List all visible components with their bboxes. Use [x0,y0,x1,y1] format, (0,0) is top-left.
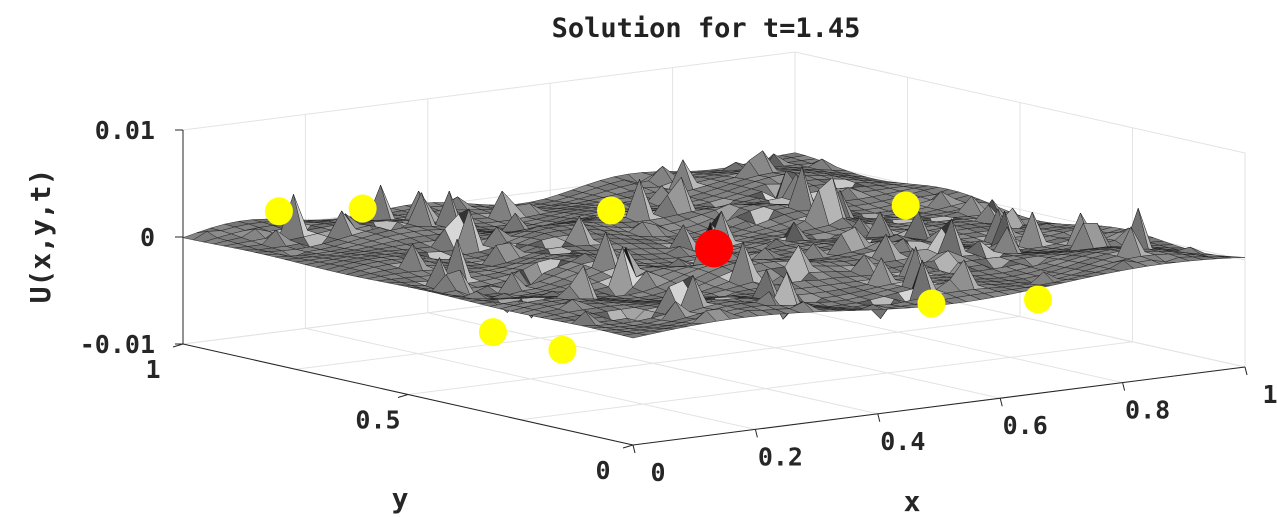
yellow-marker [1024,285,1052,314]
x-tick-label: 0.2 [758,442,803,471]
red-marker [695,229,733,268]
y-tick-label: 1 [145,355,160,384]
z-axis-label: U(x,y,t) [24,169,57,304]
yellow-marker [348,194,377,223]
side-wall-grid [794,51,1246,154]
x-tick-label: 0 [650,458,665,487]
y-tick-label: 0 [595,456,610,485]
side-wall-grid [794,158,1246,261]
z-tick-label: -0.01 [80,330,155,359]
x-tick [1244,366,1248,376]
x-tick [999,398,1003,407]
y-axis-label: y [392,482,409,515]
x-tick-label: 0.4 [880,427,925,456]
x-axis-line [632,366,1246,446]
x-axis-label: x [904,485,921,517]
yellow-marker [891,191,920,220]
z-tick-label: 0.01 [95,116,155,145]
x-tick [632,444,636,454]
floor-grid-y [520,341,1133,421]
y-tick-label: 0.5 [355,406,400,435]
x-tick-label: 1 [1262,380,1277,409]
floor-grid-y [407,316,1021,395]
yellow-marker [597,196,626,225]
yellow-marker [548,335,577,364]
chart-title: Solution for t=1.45 [552,13,861,44]
yellow-marker [264,197,293,226]
y-tick [397,394,409,398]
markers [264,191,1052,364]
yellow-marker [478,318,507,347]
x-tick-label: 0.6 [1003,411,1048,440]
yellow-marker [917,289,946,318]
z-tick-label: 0 [140,223,155,252]
surface-patch [1220,256,1246,259]
x-tick [877,413,881,422]
x-tick-label: 0.8 [1125,396,1170,425]
y-tick [622,444,634,449]
x-tick [1122,382,1126,391]
x-tick [754,429,758,438]
back-wall-grid [182,51,796,131]
